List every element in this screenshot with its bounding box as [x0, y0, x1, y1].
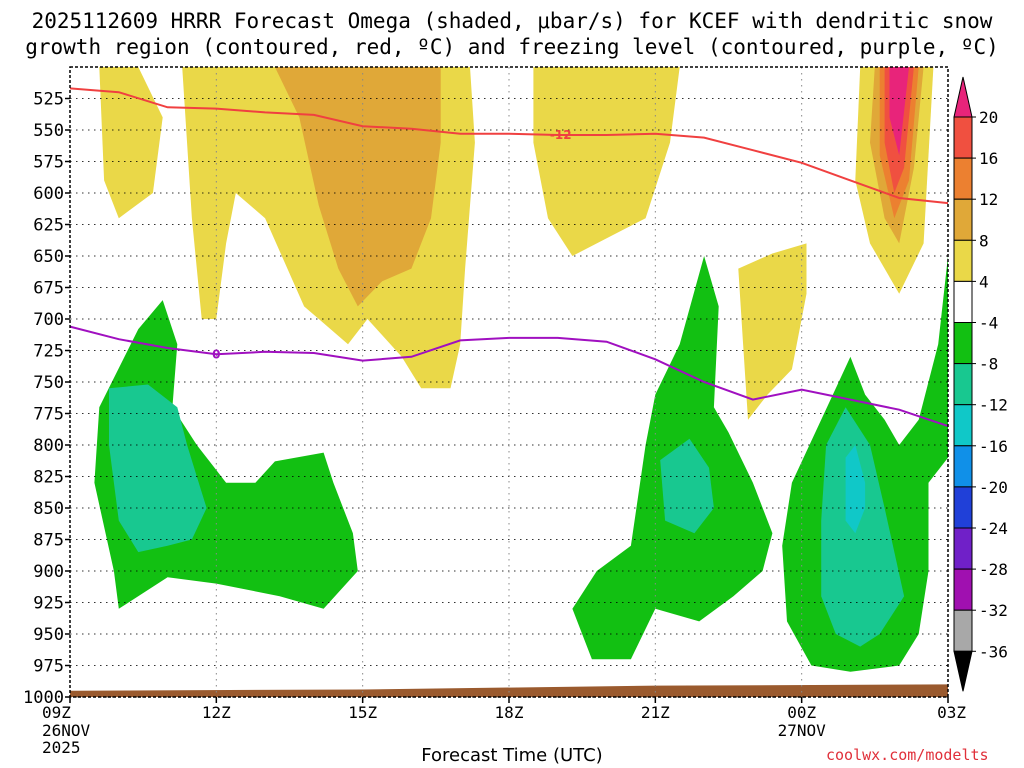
- downward-motion-12-region: [845, 445, 866, 534]
- x-tick-00Z: 00Z: [787, 703, 816, 722]
- colorbar-box-6: [953, 363, 973, 406]
- y-tick-625: 625: [33, 216, 64, 236]
- y-tick-650: 650: [33, 247, 64, 267]
- y-tick-575: 575: [33, 153, 64, 173]
- colorbar-box-1: [953, 157, 973, 200]
- colorbar-label-12: 12: [979, 190, 998, 209]
- colorbar-box-7: [953, 404, 973, 447]
- x-tick-18Z: 18Z: [495, 703, 524, 722]
- y-tick-825: 825: [33, 468, 64, 488]
- y-tick-900: 900: [33, 562, 64, 582]
- y-tick-labels: 525 550 575 600 625 650 675 700 725 750 775 800 825 8…: [23, 90, 64, 709]
- contour-label-1: 0: [212, 347, 220, 361]
- colorbar-label-4: 4: [979, 272, 989, 291]
- colorbar-label-16: 16: [979, 149, 998, 168]
- y-tick-550: 550: [33, 121, 64, 141]
- y-tick-725: 725: [33, 342, 64, 362]
- colorbar-label--24: -24: [979, 519, 1008, 538]
- colorbar-label--36: -36: [979, 642, 1008, 661]
- x-tick-sub-2025: 2025: [42, 738, 81, 757]
- colorbar-box-5: [953, 322, 973, 365]
- downward-motion-8c-region: [821, 407, 905, 647]
- y-tick-600: 600: [33, 184, 64, 204]
- contour-line-1: [69, 325, 949, 428]
- colorbar-box-11: [953, 568, 973, 611]
- colorbar-label--8: -8: [979, 355, 998, 374]
- contour-label-0: -12: [550, 128, 572, 142]
- y-tick-925: 925: [33, 594, 64, 614]
- site-credit: coolwx.com/modelts: [826, 746, 989, 764]
- chart-gridlines: [70, 67, 948, 698]
- colorbar-box-8: [953, 445, 973, 488]
- colorbar-label--20: -20: [979, 478, 1008, 497]
- x-tick-21Z: 21Z: [641, 703, 670, 722]
- x-tick-12Z: 12Z: [202, 703, 231, 722]
- terrain-fill: [70, 684, 948, 697]
- colorbar-box-12: [953, 609, 973, 652]
- x-tick-09Z: 09Z: [42, 703, 71, 722]
- colorbar-box-9: [953, 486, 973, 529]
- contour-line-0: [69, 87, 949, 205]
- upward-motion-8-region: [274, 67, 441, 307]
- y-tick-700: 700: [33, 310, 64, 330]
- colorbar-label--28: -28: [979, 560, 1008, 579]
- colorbar-box-4: [953, 280, 973, 323]
- colorbar-box-3: [953, 239, 973, 282]
- upward-motion-4-region: [99, 67, 163, 219]
- y-tick-975: 975: [33, 657, 64, 677]
- upward-motion-4d-region: [738, 243, 807, 420]
- y-tick-800: 800: [33, 436, 64, 456]
- colorbar-top-triangle: [953, 76, 973, 118]
- y-tick-750: 750: [33, 373, 64, 393]
- colorbar-box-10: [953, 527, 973, 570]
- y-tick-950: 950: [33, 625, 64, 645]
- y-tick-675: 675: [33, 279, 64, 299]
- omega-colorbar: 20 16 12 8 4 -4 -8 -12 -16 -20 -24 -28 -32 -36: [953, 76, 1008, 692]
- x-tick-15Z: 15Z: [348, 703, 377, 722]
- colorbar-box-0: [953, 116, 973, 159]
- colorbar-label-20: 20: [979, 108, 998, 127]
- upward-motion-4c-region: [533, 67, 680, 256]
- downward-motion-8b-region: [660, 438, 714, 534]
- downward-motion-8-region: [109, 384, 207, 553]
- chart-title-line-1: 2025112609 HRRR Forecast Omega (shaded, …: [31, 9, 993, 33]
- upward-motion-20-region: [889, 67, 909, 156]
- x-tick-sub-26NOV: 26NOV: [42, 721, 91, 740]
- colorbar-box-2: [953, 198, 973, 241]
- y-tick-850: 850: [33, 499, 64, 519]
- terrain-band: [70, 684, 948, 697]
- colorbar-label--32: -32: [979, 601, 1008, 620]
- omega-shaded-regions: [94, 67, 948, 672]
- temperature-contours: -12 0: [69, 87, 949, 428]
- colorbar-label--16: -16: [979, 437, 1008, 456]
- x-axis-label: Forecast Time (UTC): [421, 745, 603, 766]
- chart-axes: [65, 66, 949, 703]
- colorbar-bottom-triangle: [953, 650, 973, 692]
- chart-title-line-2: growth region (contoured, red, ºC) and f…: [25, 35, 999, 59]
- colorbar-label--12: -12: [979, 396, 1008, 415]
- y-tick-875: 875: [33, 531, 64, 551]
- y-tick-775: 775: [33, 405, 64, 425]
- y-tick-1000: 1000: [23, 688, 64, 708]
- x-tick-sub-27NOV: 27NOV: [778, 721, 827, 740]
- colorbar-label-8: 8: [979, 231, 989, 250]
- y-tick-525: 525: [33, 90, 64, 110]
- x-tick-03Z: 03Z: [937, 703, 966, 722]
- colorbar-label--4: -4: [979, 314, 998, 333]
